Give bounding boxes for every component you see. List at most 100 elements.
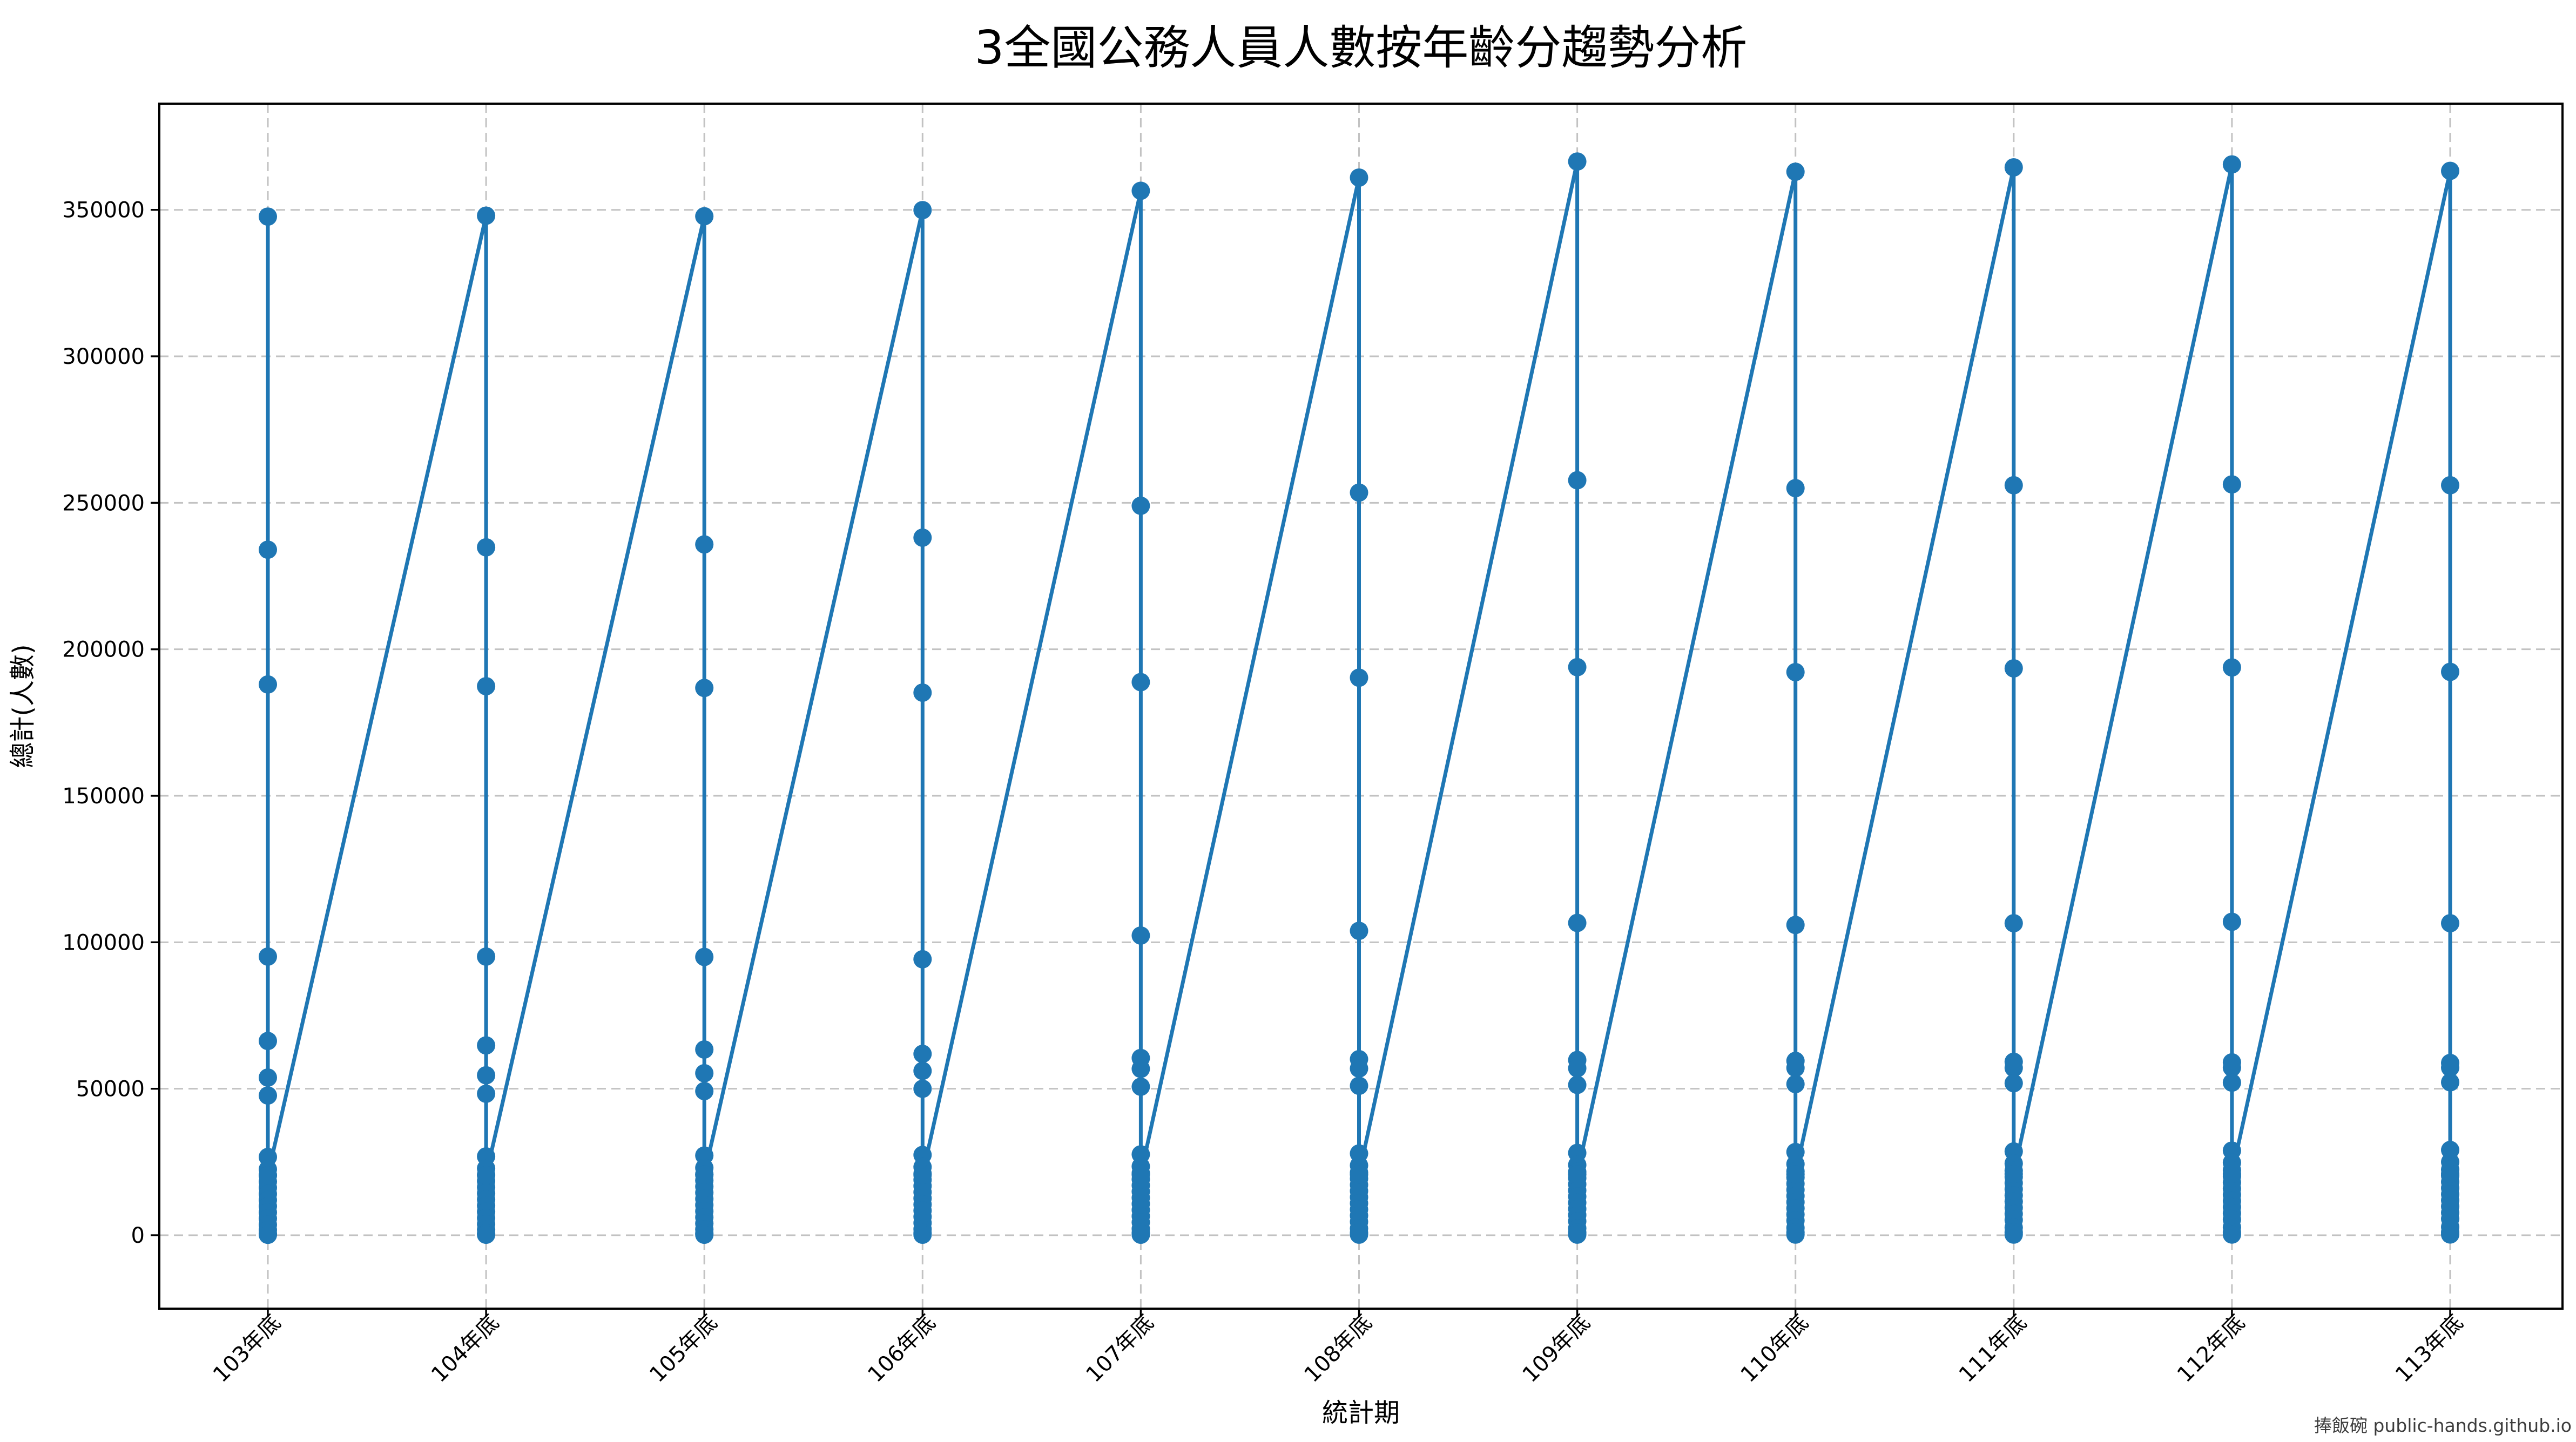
data-point-marker [2441, 1073, 2459, 1092]
watermark: 捧飯碗 public-hands.github.io [2314, 1415, 2572, 1436]
plot-border [158, 103, 2564, 1310]
data-point-marker [259, 947, 277, 966]
labels: 3全國公務人員人數按年齡分趨勢分析 統計期 總計(人數) 捧飯碗 public-… [8, 21, 2572, 1436]
data-point-marker [1786, 1075, 1805, 1093]
data-point-marker [1786, 1225, 1805, 1244]
x-tick-label: 104年底 [427, 1310, 504, 1387]
x-tick-label: 108年底 [1299, 1310, 1377, 1387]
y-tick-label: 250000 [62, 491, 145, 516]
data-point-marker [2222, 155, 2241, 174]
y-tick-label: 200000 [62, 638, 145, 662]
data-point-marker [695, 679, 714, 698]
y-tick-label: 350000 [62, 198, 145, 223]
data-point-marker [477, 947, 496, 966]
data-point-marker [2004, 158, 2023, 177]
data-point-marker [1568, 1075, 1587, 1094]
chart-title: 3全國公務人員人數按年齡分趨勢分析 [975, 21, 1748, 75]
data-point-marker [913, 1045, 932, 1064]
data-point-marker [1350, 922, 1368, 940]
data-point-marker [2441, 1225, 2459, 1244]
data-point-marker [2004, 1165, 2023, 1183]
data-point-marker [259, 1226, 277, 1244]
data-point-marker [2004, 476, 2023, 495]
data-point-marker [2222, 658, 2241, 677]
data-point-marker [1131, 181, 1150, 200]
x-tick-label: 107年底 [1081, 1310, 1158, 1387]
x-axis-label: 統計期 [1322, 1398, 1400, 1428]
data-point-marker [477, 1166, 496, 1184]
data-point-marker [1350, 168, 1368, 187]
data-point-marker [2004, 659, 2023, 678]
data-point-marker [2441, 662, 2459, 681]
data-point-marker [913, 1226, 932, 1244]
data-point-marker [1786, 663, 1805, 681]
axes: 0 50000 100000 150000 200000 250000 300000 3500… [62, 103, 2564, 1387]
data-point-marker [1350, 483, 1368, 502]
data-point-marker [913, 1061, 932, 1080]
data-point-marker [1350, 1165, 1368, 1184]
data-point-marker [1568, 152, 1587, 171]
data-point-marker [1131, 673, 1150, 692]
data-point-marker [695, 207, 714, 226]
data-point-marker [2441, 1058, 2459, 1077]
y-axis-label: 總計(人數) [8, 644, 38, 768]
x-tick-label: 106年底 [863, 1310, 940, 1387]
data-point-marker [2441, 1165, 2459, 1183]
data-point-marker [1568, 1165, 1587, 1184]
data-point-marker [2222, 475, 2241, 494]
data-point-marker [2004, 914, 2023, 933]
data-point-marker [259, 1166, 277, 1184]
data-point-marker [477, 677, 496, 696]
x-tick-label: 111年底 [1954, 1310, 2032, 1387]
data-point-marker [1350, 1225, 1368, 1244]
data-point-marker [695, 1226, 714, 1244]
data-point-marker [259, 1086, 277, 1105]
data-point-marker [1568, 658, 1587, 676]
data-point-marker [2222, 1225, 2241, 1244]
data-point-marker [259, 207, 277, 226]
data-point-marker [2004, 1074, 2023, 1093]
data-point-marker [477, 1226, 496, 1244]
data-point-marker [1568, 1059, 1587, 1078]
data-series [259, 152, 2459, 1244]
data-point-marker [1350, 668, 1368, 687]
data-point-marker [477, 1036, 496, 1055]
data-point-marker [913, 683, 932, 702]
y-tick-label: 300000 [62, 344, 145, 369]
data-point-marker [1350, 1059, 1368, 1078]
data-point-marker [1131, 926, 1150, 945]
data-point-marker [695, 947, 714, 966]
x-tick-label: 110年底 [1736, 1310, 1813, 1387]
data-point-marker [913, 950, 932, 969]
data-point-marker [259, 675, 277, 694]
data-point-marker [913, 528, 932, 547]
data-point-marker [695, 1082, 714, 1100]
data-point-marker [695, 535, 714, 554]
data-point-marker [1786, 479, 1805, 498]
data-point-marker [477, 538, 496, 557]
x-tick-label: 109年底 [1518, 1310, 1595, 1387]
data-point-marker [2004, 1059, 2023, 1078]
data-point-marker [259, 1032, 277, 1051]
data-point-marker [913, 201, 932, 220]
y-tick-label: 150000 [62, 784, 145, 809]
data-point-marker [2222, 912, 2241, 931]
data-point-marker [695, 1064, 714, 1082]
x-tick-label: 103年底 [208, 1310, 286, 1387]
data-point-marker [1786, 1059, 1805, 1078]
data-point-marker [2441, 161, 2459, 180]
data-point-marker [2222, 1073, 2241, 1092]
data-point-marker [2004, 1225, 2023, 1244]
data-point-marker [2441, 476, 2459, 495]
data-point-marker [1568, 913, 1587, 932]
x-tick-label: 112年底 [2173, 1310, 2250, 1387]
y-tick-label: 0 [131, 1223, 145, 1248]
data-point-marker [1131, 1226, 1150, 1244]
data-point-marker [259, 540, 277, 559]
data-point-marker [1131, 1077, 1150, 1096]
data-point-marker [695, 1040, 714, 1059]
data-point-marker [1568, 471, 1587, 490]
data-point-marker [477, 1066, 496, 1085]
data-point-marker [2222, 1165, 2241, 1183]
